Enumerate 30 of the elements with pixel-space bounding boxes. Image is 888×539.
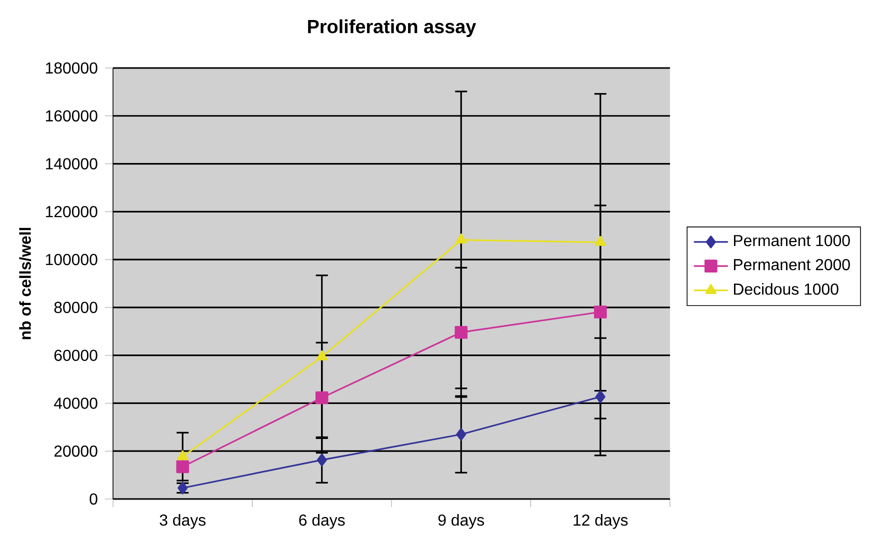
chart-title: Proliferation assay: [308, 19, 476, 38]
legend-label: Permanent 1000: [734, 234, 850, 246]
point: [594, 306, 607, 318]
point: [594, 236, 606, 246]
y-tick-label: 60000: [54, 350, 98, 361]
point: [176, 460, 190, 474]
point: [455, 234, 467, 244]
y-tick-label: 120000: [46, 206, 98, 218]
y-tick-label: 80000: [54, 302, 98, 314]
y-tick-label: 40000: [54, 398, 98, 409]
point: [315, 391, 328, 404]
point: [316, 350, 328, 360]
y-tick-label: 20000: [54, 445, 98, 457]
x-tick-label: 12 days: [574, 514, 628, 529]
y-tick-label: 180000: [46, 62, 98, 74]
y-tick-label: 100000: [46, 254, 98, 266]
y-axis-title: nb of cells/well: [19, 228, 32, 340]
point: [456, 428, 466, 441]
y-tick-label: 160000: [46, 110, 98, 122]
point: [176, 450, 188, 460]
legend-label: Decidous 1000: [734, 283, 838, 295]
point: [595, 390, 606, 404]
legend-label: Permanent 2000: [734, 258, 850, 270]
point: [454, 326, 468, 339]
x-tick-label: 3 days: [160, 514, 206, 529]
y-tick-label: 0: [90, 493, 98, 505]
point: [316, 454, 327, 466]
y-tick-label: 140000: [46, 158, 98, 170]
x-tick-label: 6 days: [299, 514, 345, 529]
x-tick-label: 9 days: [438, 514, 484, 529]
